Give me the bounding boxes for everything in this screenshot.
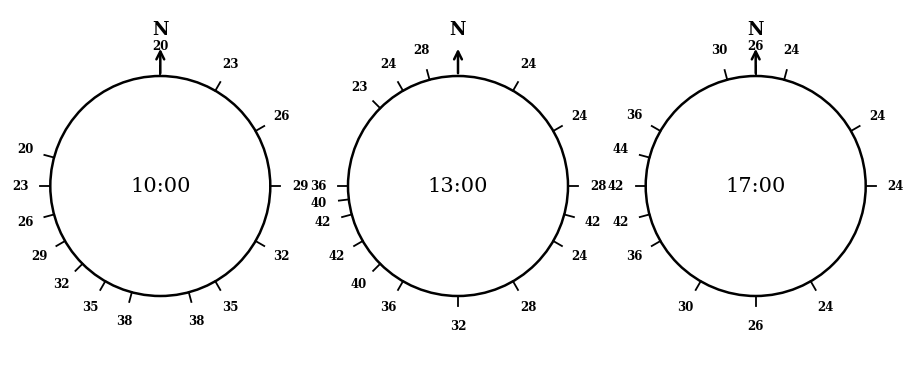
Text: N: N bbox=[450, 21, 466, 39]
Text: 32: 32 bbox=[273, 250, 289, 263]
Text: 30: 30 bbox=[712, 44, 727, 57]
Text: 42: 42 bbox=[612, 216, 628, 229]
Text: 32: 32 bbox=[53, 279, 70, 292]
Text: 35: 35 bbox=[222, 301, 238, 314]
Text: 40: 40 bbox=[351, 279, 367, 292]
Text: 38: 38 bbox=[189, 315, 204, 328]
Text: 24: 24 bbox=[380, 58, 397, 71]
Text: 26: 26 bbox=[747, 39, 764, 52]
Text: 23: 23 bbox=[351, 80, 367, 93]
Text: 36: 36 bbox=[627, 109, 643, 122]
Text: 24: 24 bbox=[571, 109, 587, 122]
Text: 26: 26 bbox=[273, 109, 289, 122]
Text: 24: 24 bbox=[888, 180, 904, 192]
Text: 20: 20 bbox=[152, 39, 169, 52]
Text: 36: 36 bbox=[380, 301, 397, 314]
Text: 24: 24 bbox=[817, 301, 834, 314]
Text: 26: 26 bbox=[747, 320, 764, 333]
Text: 42: 42 bbox=[314, 216, 331, 229]
Text: 30: 30 bbox=[678, 301, 694, 314]
Text: 28: 28 bbox=[414, 44, 430, 57]
Text: 44: 44 bbox=[612, 143, 628, 156]
Text: 24: 24 bbox=[868, 109, 885, 122]
Text: 26: 26 bbox=[16, 216, 33, 229]
Text: 24: 24 bbox=[784, 44, 800, 57]
Text: N: N bbox=[747, 21, 764, 39]
Text: 24: 24 bbox=[571, 250, 587, 263]
Text: 42: 42 bbox=[607, 180, 624, 192]
Text: 13:00: 13:00 bbox=[428, 176, 488, 196]
Text: 29: 29 bbox=[31, 250, 48, 263]
Text: 42: 42 bbox=[585, 216, 602, 229]
Text: 23: 23 bbox=[222, 58, 238, 71]
Text: 28: 28 bbox=[519, 301, 536, 314]
Text: 17:00: 17:00 bbox=[725, 176, 786, 196]
Text: 29: 29 bbox=[292, 180, 309, 192]
Text: N: N bbox=[152, 21, 169, 39]
Text: 10:00: 10:00 bbox=[130, 176, 191, 196]
Text: 35: 35 bbox=[82, 301, 99, 314]
Text: 36: 36 bbox=[627, 250, 643, 263]
Text: 20: 20 bbox=[16, 143, 33, 156]
Text: 42: 42 bbox=[329, 250, 345, 263]
Text: 36: 36 bbox=[310, 180, 326, 192]
Text: 38: 38 bbox=[116, 315, 132, 328]
Text: 24: 24 bbox=[519, 58, 536, 71]
Text: 32: 32 bbox=[450, 320, 466, 333]
Text: 23: 23 bbox=[12, 180, 28, 192]
Text: 40: 40 bbox=[311, 196, 327, 209]
Text: 28: 28 bbox=[590, 180, 606, 192]
